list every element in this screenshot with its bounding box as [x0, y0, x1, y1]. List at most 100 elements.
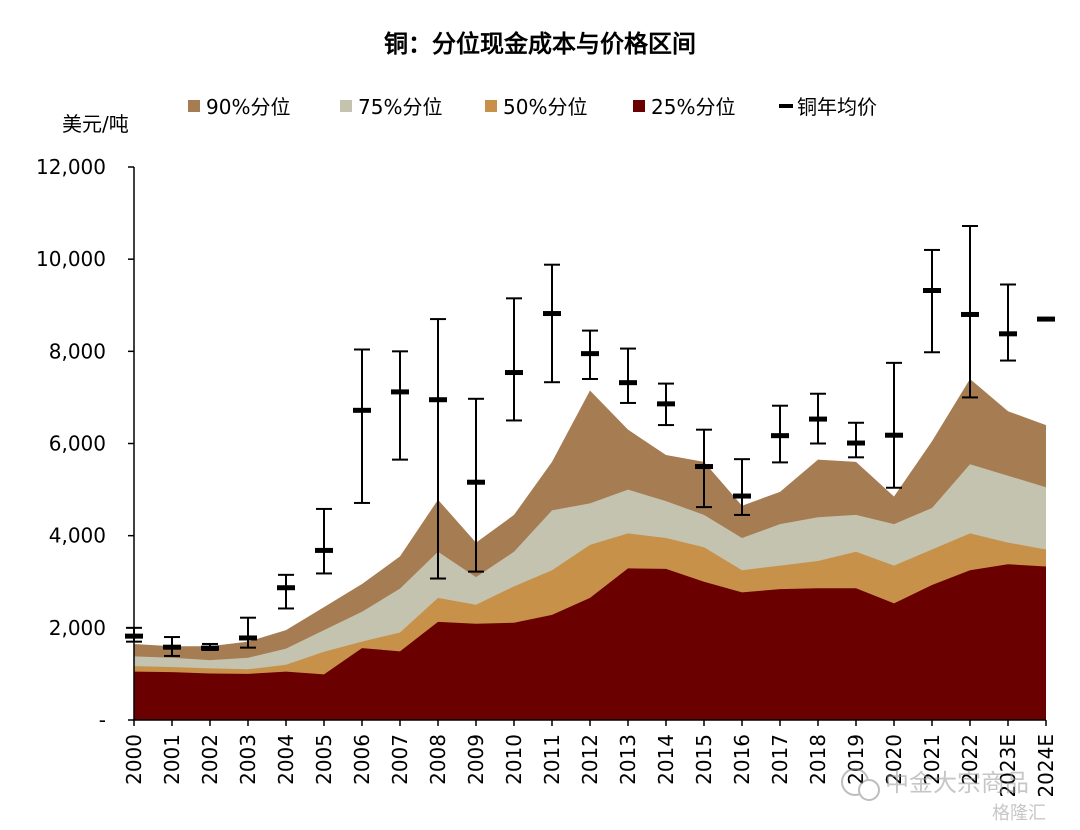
- plot-areas: [134, 378, 1046, 720]
- x-tick-label: 2022: [958, 734, 982, 785]
- price-bar: [923, 248, 941, 354]
- price-bar: [619, 347, 637, 404]
- price-avg-marker: [353, 407, 371, 413]
- price-avg-marker: [543, 311, 561, 317]
- price-bar: [695, 428, 713, 509]
- legend-swatch: [779, 104, 793, 108]
- legend-swatch: [340, 100, 352, 112]
- legend-label: 50%分位: [503, 95, 587, 119]
- x-tick-label: 2001: [160, 734, 184, 785]
- x-tick-label: 2009: [464, 734, 488, 785]
- x-tick-label: 2000: [122, 734, 146, 785]
- price-bar: [201, 642, 219, 651]
- price-bar: [163, 636, 181, 657]
- price-bar: [733, 458, 751, 516]
- price-avg-marker: [809, 416, 827, 422]
- price-bar: [771, 404, 789, 464]
- x-tick-label: 2020: [882, 734, 906, 785]
- price-bar: [809, 392, 827, 445]
- price-avg-marker: [1037, 316, 1055, 322]
- price-bar: [657, 382, 675, 427]
- x-tick-label: 2007: [388, 734, 412, 785]
- x-tick-label: 2008: [426, 734, 450, 785]
- price-avg-marker: [505, 370, 523, 376]
- price-avg-marker: [695, 464, 713, 470]
- x-tick-label: 2018: [806, 734, 830, 785]
- legend-item: 75%分位: [340, 95, 442, 119]
- x-tick-label: 2006: [350, 734, 374, 785]
- watermark-line1: 中金大宗商品: [885, 769, 1029, 797]
- price-avg-marker: [961, 311, 979, 317]
- price-avg-marker: [657, 401, 675, 407]
- legend-item: 50%分位: [485, 95, 587, 119]
- price-bar: [505, 297, 523, 422]
- price-error-bars: [125, 224, 1055, 657]
- legend-swatch: [485, 100, 497, 112]
- price-bar: [999, 283, 1017, 362]
- price-avg-marker: [315, 547, 333, 553]
- price-avg-marker: [201, 645, 219, 651]
- x-tick-label: 2004: [274, 734, 298, 785]
- price-avg-marker: [581, 351, 599, 357]
- chart-title: 铜：分位现金成本与价格区间: [384, 30, 696, 58]
- price-avg-marker: [391, 389, 409, 395]
- y-tick-label: -: [99, 708, 106, 732]
- x-tick-label: 2024E: [1034, 734, 1058, 798]
- legend-label: 75%分位: [358, 95, 442, 119]
- price-avg-marker: [771, 433, 789, 439]
- price-bar: [467, 397, 485, 573]
- y-tick-label: 12,000: [36, 155, 106, 179]
- legend-item: 90%分位: [188, 95, 290, 119]
- x-tick-label: 2002: [198, 734, 222, 785]
- price-avg-marker: [429, 397, 447, 403]
- price-bar: [961, 224, 979, 399]
- y-tick-label: 8,000: [49, 339, 106, 363]
- legend: 90%分位 75%分位 50%分位 25%分位 铜年均价: [188, 95, 877, 119]
- x-tick-label: 2019: [844, 734, 868, 785]
- legend-item: 25%分位: [633, 95, 735, 119]
- price-bar: [315, 507, 333, 575]
- x-tick-label: 2011: [540, 734, 564, 785]
- watermark: 中金大宗商品 格隆汇: [841, 768, 1046, 824]
- price-avg-marker: [923, 288, 941, 294]
- price-avg-marker: [847, 440, 865, 446]
- price-avg-marker: [277, 585, 295, 591]
- legend-item: 铜年均价: [779, 95, 877, 119]
- y-tick-label: 2,000: [49, 616, 106, 640]
- x-tick-label: 2003: [236, 734, 260, 785]
- watermark-line2: 格隆汇: [992, 803, 1046, 824]
- y-tick-label: 4,000: [49, 524, 106, 548]
- legend-swatch: [633, 100, 645, 112]
- price-avg-marker: [885, 432, 903, 438]
- price-bar: [429, 318, 447, 580]
- price-avg-marker: [163, 644, 181, 650]
- price-bar: [125, 626, 143, 643]
- price-avg-marker: [467, 479, 485, 485]
- price-bar: [239, 616, 257, 649]
- y-tick-label: 10,000: [36, 247, 106, 271]
- x-tick-label: 2012: [578, 734, 602, 785]
- price-bar: [847, 421, 865, 459]
- price-bar: [391, 350, 409, 461]
- y-axis-ticks: - 2,000 4,000 6,000 8,000 10,000 12,000: [36, 155, 134, 732]
- x-axis-ticks: 2000 2001 2002 2003 2004 2005 2006 2007 2008 2009…: [122, 720, 1058, 798]
- x-tick-label: 2014: [654, 734, 678, 785]
- x-tick-label: 2010: [502, 734, 526, 785]
- area-series-3: [134, 564, 1046, 720]
- legend-swatch: [188, 100, 200, 112]
- x-tick-label: 2021: [920, 734, 944, 785]
- legend-label: 90%分位: [206, 95, 290, 119]
- price-bar: [353, 348, 371, 504]
- wechat-icon: [841, 768, 880, 801]
- x-tick-label: 2016: [730, 734, 754, 785]
- y-tick-label: 6,000: [49, 432, 106, 456]
- legend-label: 25%分位: [651, 95, 735, 119]
- x-tick-label: 2023E: [996, 734, 1020, 798]
- legend-label: 铜年均价: [797, 95, 877, 119]
- x-tick-label: 2013: [616, 734, 640, 785]
- price-avg-marker: [733, 493, 751, 499]
- price-avg-marker: [125, 633, 143, 639]
- x-tick-label: 2015: [692, 734, 716, 785]
- price-avg-marker: [999, 331, 1017, 337]
- price-bar: [277, 573, 295, 610]
